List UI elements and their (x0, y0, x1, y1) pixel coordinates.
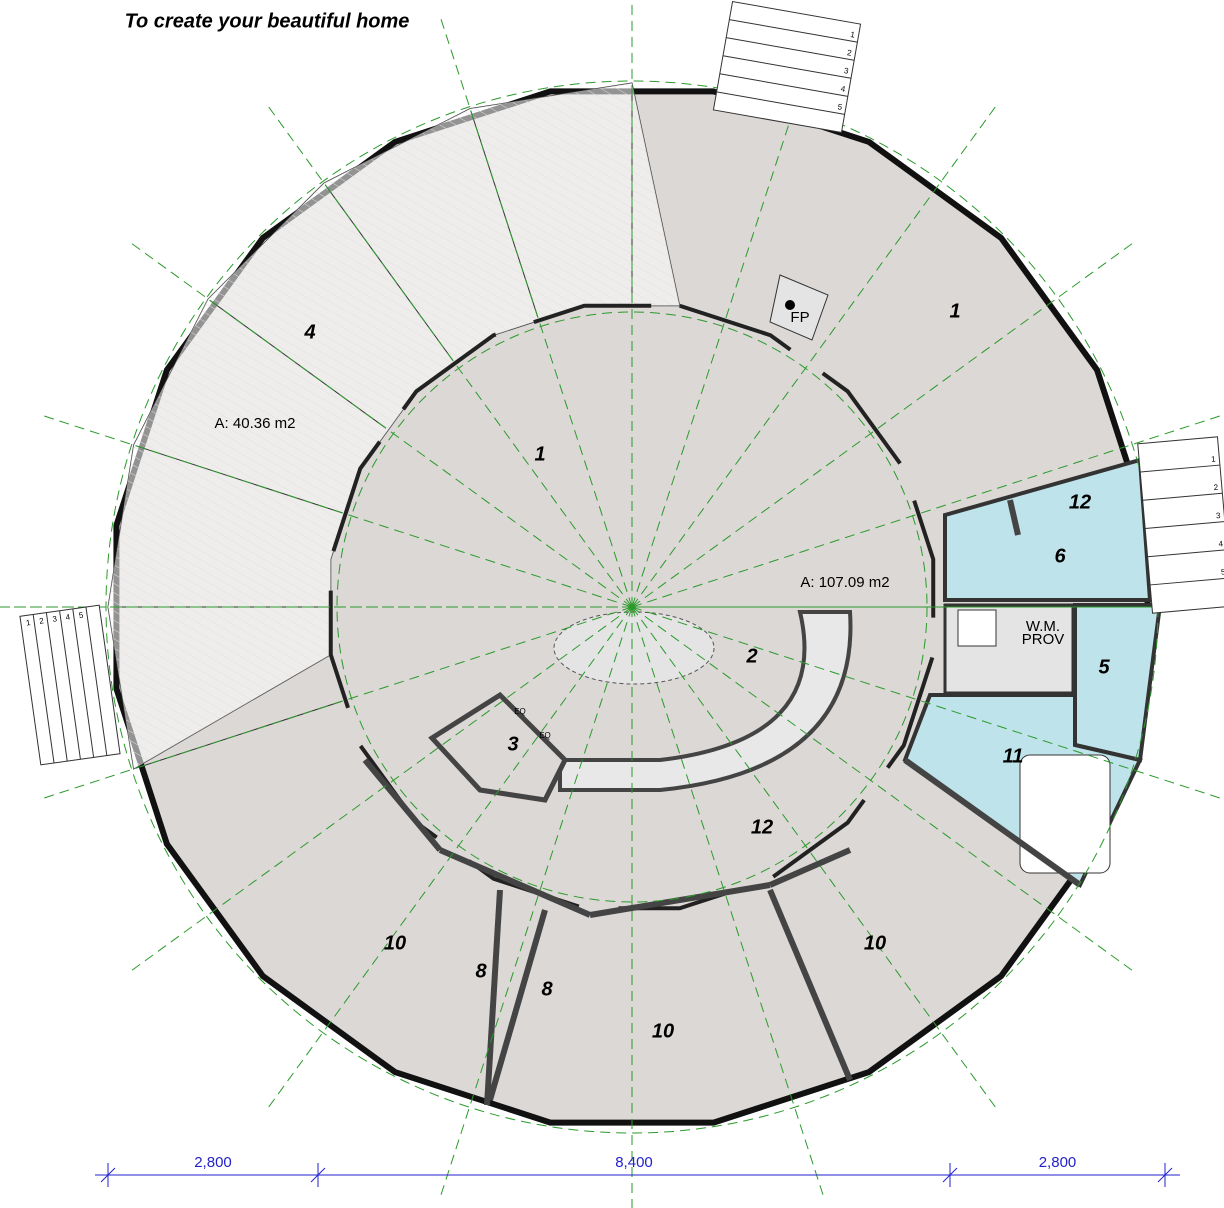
room-label: 1 (534, 443, 545, 465)
stair-step (72, 608, 95, 758)
grid-line (267, 105, 633, 608)
wall (484, 889, 503, 1106)
stair-step (719, 73, 848, 97)
stair-step (1150, 577, 1224, 586)
room-label: 8 (475, 960, 487, 982)
room-label: A: 40.36 m2 (215, 415, 296, 432)
grid-line (631, 242, 1134, 608)
stair-step (729, 19, 858, 43)
step-number: 2 (846, 48, 852, 58)
wall (903, 757, 1082, 888)
deck-bg (108, 83, 680, 769)
room-label: 4 (303, 321, 315, 343)
wall (767, 888, 853, 1082)
room-label: 3 (507, 733, 518, 755)
step-number: 1 (25, 618, 31, 628)
stair-step (1142, 492, 1223, 501)
fireplace-dot (785, 300, 795, 310)
title: To create your beautiful home (125, 10, 410, 32)
step-number: 2 (1213, 483, 1219, 492)
room-label: A: 107.09 m2 (800, 574, 889, 591)
step-number: 5 (78, 611, 84, 621)
wall (589, 882, 771, 918)
wet-room (1073, 603, 1163, 763)
step-number: 2 (39, 616, 45, 626)
grid-line (42, 414, 633, 608)
room-label: 1 (949, 300, 960, 322)
step-number: 5 (1221, 567, 1224, 576)
dimension-label: 2,800 (194, 1154, 232, 1171)
kitchen-counter (558, 610, 853, 792)
grid-line (631, 606, 825, 1197)
step-number: 3 (52, 614, 58, 624)
grid-circle (336, 311, 928, 903)
wall (438, 847, 592, 918)
stair-step (85, 606, 108, 756)
grid-line (631, 606, 1134, 972)
stair: 1 2 3 4 5 (712, 0, 862, 134)
island (553, 611, 715, 685)
stair-step (726, 37, 855, 61)
stair-step (1140, 464, 1220, 473)
washer (957, 609, 997, 647)
step-number: 1 (850, 30, 856, 40)
room-label: 8 (541, 978, 553, 1000)
room-label: W.M. (1026, 618, 1060, 635)
room-label: 2 (745, 645, 757, 667)
stair-step (1147, 549, 1224, 558)
grid-line (130, 606, 633, 972)
grid-line (42, 606, 633, 800)
room-label: FP (790, 309, 809, 326)
dimension-label: 8,400 (615, 1154, 653, 1171)
step-number: 4 (840, 84, 846, 94)
stair-step (722, 55, 852, 79)
room-label: EQ (514, 707, 526, 716)
room-label: 12 (751, 816, 773, 838)
room-label: 6 (1054, 545, 1066, 567)
stair: 1 2 3 4 5 (1137, 436, 1224, 614)
stair-step (32, 614, 55, 764)
grid-line (130, 242, 633, 608)
dimension-label: 2,800 (1039, 1154, 1077, 1171)
stair-step (1145, 521, 1224, 529)
step-number: 1 (1211, 454, 1217, 463)
pantry (428, 691, 569, 803)
wet-room (943, 457, 1153, 602)
wall (768, 847, 852, 888)
step-number: 5 (837, 102, 843, 112)
wall (362, 758, 443, 852)
room-label: 10 (384, 932, 406, 954)
room-label: 11 (1003, 745, 1024, 767)
room-label: EQ (539, 731, 551, 740)
step-number: 4 (65, 612, 71, 622)
room-label: 10 (864, 932, 886, 954)
room-label: PROV (1022, 631, 1065, 648)
room-label: 10 (652, 1020, 674, 1042)
grid-line (631, 414, 1222, 608)
step-number: 3 (843, 66, 849, 76)
fireplace (769, 274, 829, 341)
room-label: 5 (1098, 656, 1110, 678)
room-label: 12 (1069, 491, 1091, 513)
grid-line (631, 105, 997, 608)
stair-step (59, 610, 81, 760)
grid-line (439, 17, 633, 608)
grid-line (631, 606, 997, 1109)
step-number: 3 (1216, 511, 1222, 520)
step-number: 4 (1218, 539, 1224, 548)
grid-line (439, 606, 633, 1197)
wall (487, 909, 548, 1101)
stair-step (45, 612, 68, 762)
stair-step (716, 91, 845, 115)
grid-line (631, 606, 1222, 800)
grid-line (267, 606, 633, 1109)
wall (1007, 499, 1021, 536)
